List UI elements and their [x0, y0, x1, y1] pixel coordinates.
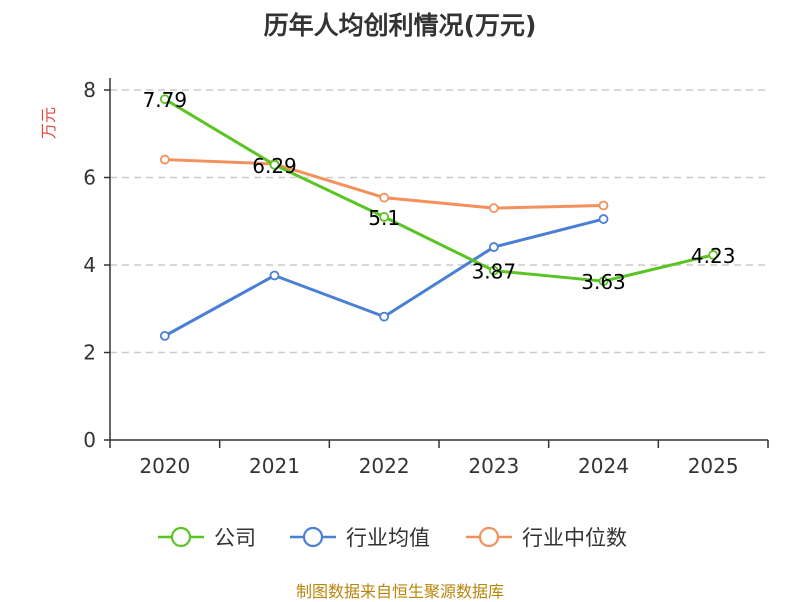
- data-point: [379, 211, 390, 222]
- data-label: 3.63: [581, 270, 626, 294]
- legend-label: 行业均值: [346, 526, 430, 550]
- data-point: [379, 192, 390, 203]
- data-point: [488, 265, 499, 276]
- y-tick-label: 0: [83, 428, 96, 452]
- data-point: [379, 311, 390, 322]
- source-note: 制图数据来自恒生聚源数据库: [295, 582, 504, 601]
- data-point: [159, 94, 170, 105]
- data-label: 7.79: [143, 88, 188, 112]
- series-lines: [159, 94, 719, 341]
- legend-label: 行业中位数: [522, 526, 627, 550]
- data-point: [708, 250, 719, 260]
- x-tick-label: 2025: [688, 454, 739, 478]
- data-point: [269, 159, 280, 170]
- data-point: [488, 242, 499, 252]
- chart-title: 历年人均创利情况(万元): [263, 11, 537, 40]
- data-point: [598, 200, 609, 211]
- legend-label: 公司: [214, 526, 256, 550]
- y-tick-label: 6: [83, 166, 96, 190]
- data-label: 4.23: [691, 244, 736, 268]
- legend-swatch-marker: [302, 526, 324, 548]
- data-label: 5.1: [368, 206, 400, 230]
- data-point: [159, 330, 170, 341]
- data-point: [159, 154, 170, 165]
- y-tick-label: 8: [83, 78, 96, 102]
- data-point: [598, 276, 609, 287]
- grid-lines: [110, 89, 768, 354]
- data-point: [488, 203, 499, 214]
- y-axis-title: 万元: [39, 107, 58, 139]
- x-tick-label: 2023: [468, 454, 519, 478]
- y-tick-label: 2: [83, 341, 96, 365]
- legend-swatch-marker: [170, 526, 192, 548]
- data-point: [598, 214, 609, 224]
- y-tick-label: 4: [83, 253, 96, 277]
- data-labels: 7.79 6.29 5.1 3.87 3.63 4.23: [143, 88, 736, 294]
- axes: 0 2 4 6 8 万元 2020 2021 2022 2023 2024 2025: [39, 78, 769, 478]
- x-tick-label: 2020: [139, 454, 190, 478]
- data-label: 6.29: [252, 154, 297, 178]
- data-label: 3.87: [472, 260, 517, 284]
- legend: 公司 行业均值 行业中位数: [158, 526, 627, 550]
- legend-swatch-marker: [478, 526, 500, 548]
- x-tick-label: 2022: [359, 454, 410, 478]
- x-tick-label: 2024: [578, 454, 629, 478]
- data-point: [269, 270, 280, 281]
- series-line-0: [164, 97, 714, 283]
- x-tick-label: 2021: [249, 454, 300, 478]
